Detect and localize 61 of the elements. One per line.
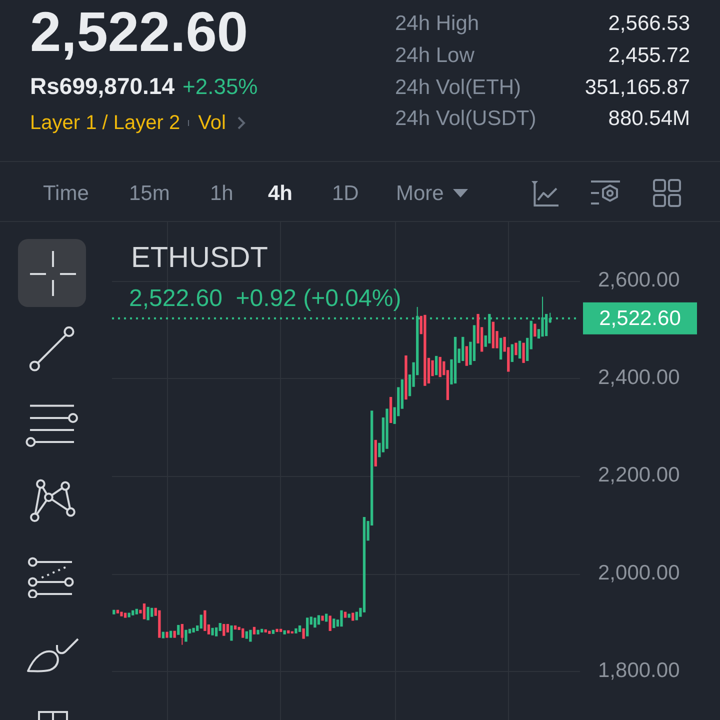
y-tick-label: 2,200.00 — [598, 464, 680, 487]
candlestick — [184, 630, 188, 642]
text: 24h Low — [395, 44, 474, 67]
candlestick — [492, 322, 495, 348]
candlestick — [150, 608, 154, 617]
y-tick-label: 2,400.00 — [598, 366, 680, 390]
text: Layer 1 / Layer 2 — [30, 112, 180, 134]
text: 24h Vol(ETH) — [395, 76, 522, 99]
text: 2,566.53 — [608, 12, 690, 35]
text: 24h High — [395, 12, 480, 35]
candlestick — [355, 612, 358, 620]
candlestick — [146, 606, 150, 620]
candlestick — [344, 612, 347, 618]
candlestick — [434, 356, 438, 376]
candlestick — [173, 630, 176, 638]
candlestick — [317, 615, 320, 625]
candlestick — [404, 355, 408, 400]
candlestick — [142, 603, 146, 620]
text: More — [396, 182, 444, 205]
y-tick-label: 2,000.00 — [598, 561, 680, 584]
candlestick — [499, 338, 502, 360]
candlestick — [120, 612, 123, 616]
ref-line-label: 2,522.60 — [599, 307, 681, 330]
candlestick — [324, 614, 328, 622]
text: Time — [43, 182, 89, 205]
text: 15m — [129, 182, 170, 205]
candlestick — [348, 614, 350, 618]
candlestick — [230, 625, 233, 641]
text: 351,165.87 — [584, 76, 690, 99]
candlestick — [352, 612, 354, 621]
candlestick — [340, 610, 343, 627]
candlestick — [200, 614, 202, 629]
text: ETHUSDT — [131, 242, 268, 274]
y-tick-label: 1,800.00 — [598, 658, 680, 682]
candlestick — [242, 628, 244, 638]
candlestick — [514, 342, 518, 356]
text: Vol — [198, 112, 226, 134]
text: 4h — [268, 182, 293, 205]
text: Rs699,870.14 — [30, 73, 175, 99]
candlestick — [534, 324, 536, 337]
candlestick — [438, 356, 442, 378]
candlestick — [162, 632, 165, 638]
text: +2.35% — [182, 74, 258, 98]
text: 2,455.72 — [608, 44, 690, 67]
candlestick — [124, 612, 127, 618]
candlestick — [158, 610, 161, 638]
candlestick — [249, 630, 252, 642]
candlestick — [302, 628, 305, 639]
candlestick — [518, 340, 522, 359]
text: 2,522.60 — [30, 0, 248, 63]
candlestick — [128, 612, 130, 618]
y-tick-label: 2,600.00 — [598, 268, 680, 292]
candlestick — [166, 632, 168, 638]
text: 880.54M — [608, 107, 690, 130]
text: 24h Vol(USDT) — [395, 107, 536, 130]
candlestick — [245, 631, 248, 639]
text: 1h — [210, 182, 234, 205]
candlestick — [169, 630, 172, 638]
candlestick — [321, 616, 324, 621]
text: 2,522.60 +0.92 (+0.04%) — [129, 285, 402, 312]
text: 1D — [332, 182, 359, 205]
